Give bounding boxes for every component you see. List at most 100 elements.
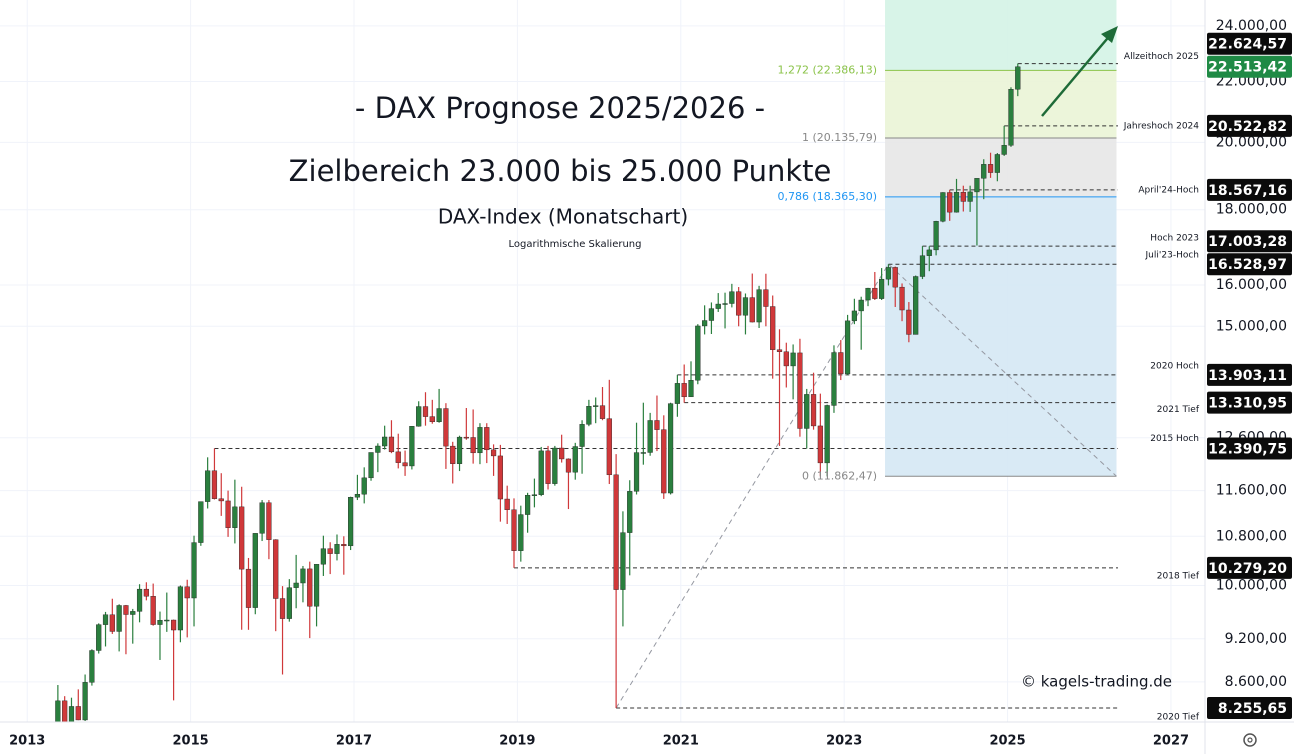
candle-body: [450, 445, 456, 464]
candle-body: [313, 564, 320, 607]
x-tick-label: 2025: [989, 734, 1025, 749]
level-note: 2020 Tief: [1157, 713, 1200, 723]
candle-body: [647, 420, 653, 453]
level-note: Hoch 2023: [1150, 234, 1199, 244]
candle-body: [177, 586, 184, 631]
candle-body: [429, 416, 435, 423]
x-tick-label: 2017: [336, 734, 372, 749]
candle-body: [75, 706, 81, 721]
candles: [55, 63, 1021, 722]
candle-body: [136, 588, 143, 612]
candle-body: [490, 449, 497, 457]
candle-body: [688, 380, 694, 398]
candle-body: [729, 291, 735, 304]
price-label-box: [1207, 178, 1292, 201]
candle-body: [307, 568, 313, 607]
candle-body: [382, 436, 388, 447]
candle-body: [736, 291, 742, 316]
price-label-box: [1207, 697, 1292, 720]
candle-body: [967, 191, 973, 202]
candle-body: [783, 351, 789, 367]
candle-body: [348, 496, 354, 547]
y-tick-label: 11.600,00: [1216, 483, 1287, 499]
price-label: 17.003,28: [1208, 234, 1287, 250]
candle-body: [613, 474, 619, 590]
candle-body: [824, 405, 830, 464]
candle-body: [102, 614, 109, 625]
candle-body: [150, 596, 156, 625]
candle-body: [817, 425, 823, 464]
candle-body: [708, 308, 715, 321]
price-label: 22.513,42: [1208, 60, 1287, 76]
fib-level-label: 1 (20.135,79): [802, 131, 877, 144]
candle-body: [572, 446, 578, 473]
candle-body: [633, 452, 640, 492]
y-tick-label: 8.600,00: [1225, 674, 1287, 690]
candle-body: [82, 682, 88, 721]
candle-body: [273, 539, 279, 599]
fibonacci: [885, 0, 1117, 477]
candle-body: [497, 455, 503, 500]
level-note: Juli'23-Hoch: [1145, 251, 1199, 261]
candle-body: [184, 586, 190, 599]
candle-body: [416, 406, 422, 427]
level-note: 2020 Hoch: [1150, 361, 1199, 371]
candle-body: [776, 349, 783, 352]
candle-body: [96, 624, 102, 651]
y-tick-label: 20.000,00: [1216, 134, 1287, 150]
candle-body: [797, 352, 803, 429]
candle-body: [559, 447, 565, 460]
fib-level-label: 0,786 (18.365,30): [777, 190, 877, 203]
price-label: 10.279,20: [1208, 561, 1287, 577]
candle-body: [171, 619, 177, 631]
candle-body: [940, 192, 946, 222]
price-label: 8.255,65: [1218, 701, 1287, 717]
title: - DAX Prognose 2025/2026 -: [355, 91, 765, 125]
candle-body: [484, 427, 490, 451]
candle-body: [443, 408, 449, 447]
candle-body: [62, 700, 68, 722]
price-label-box: [1207, 114, 1292, 137]
candle-body: [327, 548, 333, 554]
candle-body: [981, 164, 987, 179]
fib-level-label: 1,272 (22.386,13): [777, 63, 877, 76]
x-tick-label: 2023: [826, 734, 862, 749]
candle-body: [899, 286, 905, 311]
candle-body: [252, 533, 258, 608]
candle-body: [116, 605, 122, 632]
price-label-box: [1207, 230, 1292, 253]
candle-body: [525, 495, 531, 515]
candle-body: [1015, 66, 1021, 90]
price-label: 22.624,57: [1208, 37, 1287, 53]
candle-body: [933, 221, 939, 251]
candle-body: [388, 436, 395, 453]
price-label-box: [1207, 556, 1292, 579]
candle-body: [565, 458, 572, 473]
candle-body: [926, 249, 932, 256]
price-label: 16.528,97: [1208, 257, 1287, 273]
candle-body: [674, 383, 680, 404]
candle-body: [157, 620, 163, 625]
level-note: 2021 Tief: [1157, 405, 1200, 415]
candle-body: [858, 299, 864, 312]
target-arrow: [1041, 26, 1118, 117]
candle-body: [865, 287, 871, 301]
arrow-head: [1101, 26, 1118, 43]
price-label: 13.903,11: [1208, 368, 1287, 384]
candle-body: [695, 325, 701, 381]
price-label-box: [1207, 253, 1292, 276]
candle-body: [266, 502, 272, 540]
candle-body: [232, 506, 238, 528]
candle-body: [89, 650, 95, 683]
settings-icon[interactable]: [1243, 733, 1257, 747]
price-label: 12.390,75: [1208, 441, 1287, 457]
candle-body: [831, 352, 837, 406]
candle-body: [463, 436, 469, 439]
candle-body: [960, 192, 966, 202]
candle-body: [606, 418, 612, 476]
candle-body: [681, 383, 687, 398]
price-label: 18.567,16: [1208, 183, 1287, 199]
candle-body: [68, 706, 75, 722]
level-note: Jahreshoch 2024: [1123, 121, 1200, 131]
x-tick-label: 2019: [499, 734, 535, 749]
